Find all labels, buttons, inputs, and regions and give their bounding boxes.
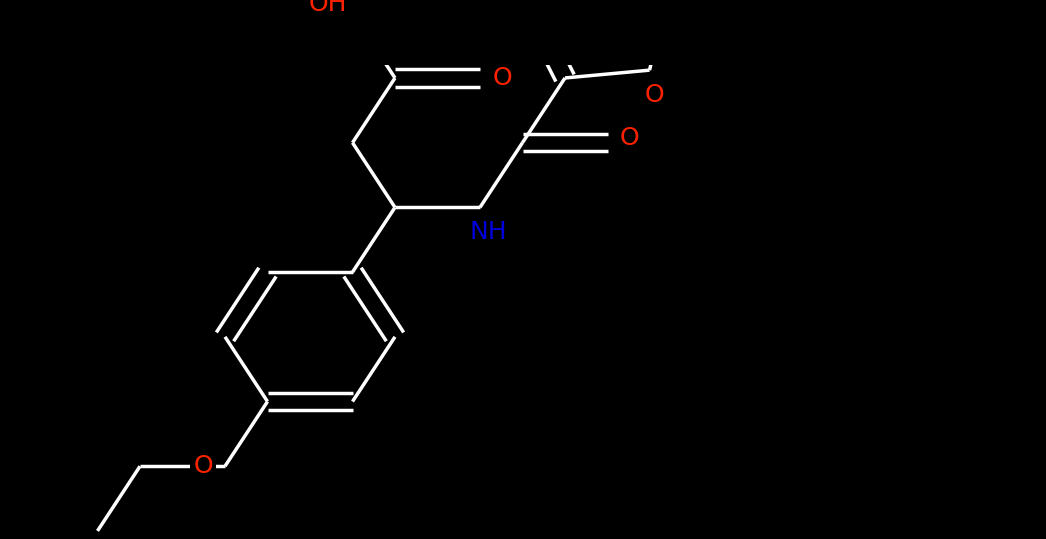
Text: O: O: [194, 454, 212, 478]
Text: O: O: [644, 83, 664, 107]
Text: O: O: [493, 66, 511, 90]
Text: O: O: [619, 126, 639, 150]
Text: OH: OH: [309, 0, 347, 17]
Text: NH: NH: [470, 220, 507, 244]
